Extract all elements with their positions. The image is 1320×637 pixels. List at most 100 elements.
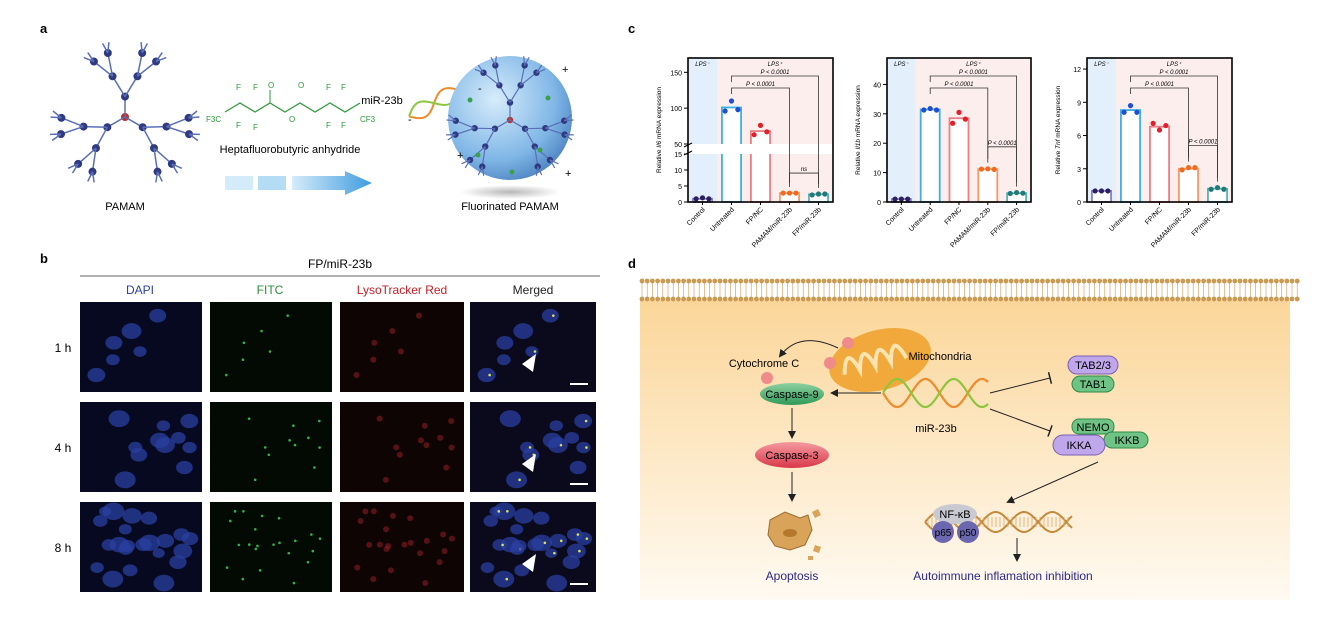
reaction-arrow — [225, 171, 372, 195]
data-point — [1128, 103, 1133, 108]
column-header: LysoTracker Red — [357, 283, 447, 297]
data-point — [921, 107, 926, 112]
data-point — [781, 190, 786, 195]
data-point — [1221, 187, 1226, 192]
data-point — [992, 167, 997, 172]
reagent-label: Heptafluorobutyric anhydride — [220, 144, 361, 156]
y-axis-label: Relative Il1b mRNA expression — [855, 85, 862, 175]
panel-a: a PAMAM F F F3C F F O O O F F F F CF3 He… — [40, 21, 574, 213]
data-point — [928, 106, 933, 111]
mirna-label: miR-23b — [361, 95, 403, 107]
column-header: DAPI — [126, 283, 154, 297]
column-header: Merged — [513, 283, 554, 297]
data-point — [979, 166, 984, 171]
column-header: FITC — [257, 283, 284, 297]
micrograph-merged-4h — [470, 402, 596, 492]
row-label: 1 h — [55, 341, 72, 355]
x-tick-label: FP/miR-23b — [990, 206, 1021, 237]
x-tick-label: FP/NC — [745, 206, 765, 226]
svg-text:CF3: CF3 — [360, 115, 376, 124]
y-axis-label: Relative Il6 mRNA expression — [656, 87, 663, 173]
caspase-9-label: Caspase-9 — [765, 389, 818, 401]
data-point — [700, 195, 705, 200]
y-tick-label: 0 — [1077, 200, 1081, 207]
lps-negative-region — [688, 58, 717, 202]
mitochondria-label: Mitochondria — [909, 351, 973, 363]
data-point — [822, 191, 827, 196]
row-label: 4 h — [55, 441, 72, 455]
data-point — [787, 190, 792, 195]
data-point — [1157, 127, 1162, 132]
data-point — [810, 192, 815, 197]
group-title: FP/miR-23b — [308, 257, 372, 271]
data-point — [752, 132, 757, 137]
cytochrome-c-molecule — [761, 372, 773, 384]
svg-text:F: F — [236, 83, 241, 92]
svg-text:+: + — [565, 168, 571, 180]
pamam-dendrimer-illustration — [50, 42, 200, 182]
tab23-label: TAB2/3 — [1075, 360, 1111, 372]
region-label: LPS⁻ — [1094, 62, 1109, 68]
pamam-label: PAMAM — [105, 201, 145, 213]
significance-label: P < 0.0001 — [945, 82, 974, 88]
bar-PAMAM/miR-23b — [978, 169, 997, 202]
svg-text:O: O — [268, 81, 274, 90]
data-point — [1192, 165, 1197, 170]
product-label: Fluorinated PAMAM — [461, 201, 559, 213]
y-tick-label: 6 — [1077, 134, 1081, 141]
svg-text:+: + — [562, 64, 568, 76]
data-point — [1122, 110, 1127, 115]
scale-bar — [570, 383, 588, 385]
x-tick-label: Control — [885, 206, 906, 227]
region-label: LPS⁻ — [695, 62, 710, 68]
y-tick-label: 40 — [873, 82, 881, 89]
data-point — [694, 196, 699, 201]
sphere-shadow — [460, 185, 560, 199]
fluorine-tag — [468, 98, 473, 103]
bar-Untreated — [722, 107, 741, 202]
significance-label: P < 0.0001 — [746, 82, 775, 88]
cytochrome-c-label: Cytochrome C — [729, 358, 799, 370]
x-tick-label: Control — [686, 206, 707, 227]
y-tick-label: 15 — [674, 152, 682, 159]
svg-text:+: + — [457, 150, 463, 162]
data-point — [892, 196, 897, 201]
y-tick-label: 5 — [678, 184, 682, 191]
svg-text:-: - — [408, 114, 412, 126]
data-point — [706, 196, 711, 201]
data-point — [1020, 191, 1025, 196]
y-tick-label: 12 — [1073, 67, 1081, 74]
data-point — [1014, 190, 1019, 195]
y-axis-label: Relative Tnf mRNA expression — [1055, 85, 1062, 174]
data-point — [793, 190, 798, 195]
micrograph-lysotracker-red-1h — [340, 302, 464, 392]
y-tick-label: 100 — [670, 106, 682, 113]
data-point — [950, 121, 955, 126]
svg-text:F: F — [341, 121, 346, 130]
y-tick-label: 50 — [674, 142, 682, 149]
bar-Untreated — [1121, 110, 1140, 202]
ikkb-label: IKKB — [1114, 435, 1139, 447]
x-tick-label: Control — [1085, 206, 1106, 227]
svg-text:F: F — [326, 83, 331, 92]
data-point — [934, 107, 939, 112]
data-point — [723, 108, 728, 113]
bar-PAMAM/miR-23b — [1179, 169, 1198, 202]
significance-label: P < 0.0001 — [761, 70, 790, 76]
x-tick-label: FP/miR-23b — [792, 206, 823, 237]
data-point — [905, 196, 910, 201]
tab1-label: TAB1 — [1080, 379, 1107, 391]
heptafluorobutyric-anhydride-structure: F F F3C F F O O O F F F F CF3 — [206, 81, 376, 132]
data-point — [758, 123, 763, 128]
bar-FP/NC — [949, 118, 968, 202]
y-tick-label: 10 — [674, 168, 682, 175]
significance-label: P < 0.0001 — [959, 70, 988, 76]
data-point — [985, 166, 990, 171]
data-point — [1134, 110, 1139, 115]
y-tick-label: 9 — [1077, 100, 1081, 107]
y-tick-label: 3 — [1077, 167, 1081, 174]
